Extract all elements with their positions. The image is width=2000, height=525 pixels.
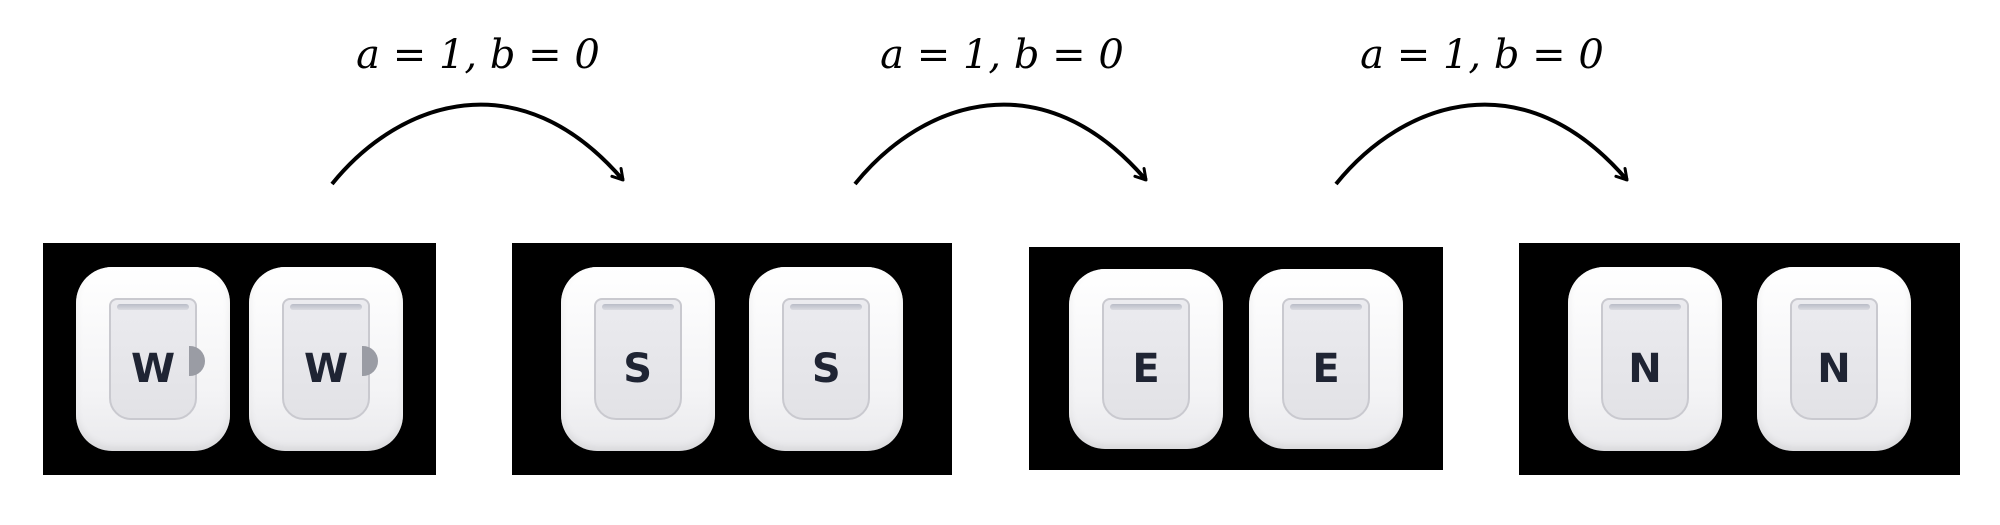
- tile-glyph: E: [1132, 345, 1160, 392]
- transition-arrow-1: [330, 102, 625, 186]
- tile-glyph: S: [811, 346, 841, 392]
- tile-face: N: [1601, 298, 1689, 420]
- state-panel-2: S S: [512, 243, 952, 475]
- half-circle-marker: [189, 346, 205, 377]
- tile-face: S: [593, 298, 682, 420]
- tile-glyph: E: [1312, 345, 1340, 392]
- tile-glyph: N: [1628, 346, 1662, 392]
- tile-face: W: [109, 298, 205, 420]
- tile-face: N: [1790, 298, 1878, 420]
- transition-label-3: a = 1, b = 0: [1360, 32, 1604, 78]
- tile: W: [249, 267, 403, 451]
- transition-arrow-3: [1334, 102, 1629, 186]
- tile-glyph: W: [303, 346, 349, 392]
- transition-label-1: a = 1, b = 0: [356, 32, 600, 78]
- tile: N: [1568, 267, 1722, 451]
- tile-face: W: [282, 298, 378, 420]
- tile-glyph: N: [1817, 346, 1851, 392]
- state-panel-4: N N: [1519, 243, 1960, 475]
- tile-face: E: [1102, 297, 1190, 420]
- tile-glyph: W: [130, 346, 176, 392]
- transition-label-2: a = 1, b = 0: [880, 32, 1124, 78]
- tile: W: [76, 267, 230, 451]
- state-panel-1: W W: [43, 243, 436, 475]
- tile: E: [1069, 268, 1223, 449]
- transition-arrow-2: [853, 102, 1148, 186]
- state-panel-3: E E: [1029, 247, 1443, 470]
- tile-face: S: [782, 298, 871, 420]
- tile: E: [1249, 268, 1403, 449]
- tile-face: E: [1282, 297, 1370, 420]
- tile: S: [560, 267, 715, 451]
- half-circle-marker: [362, 346, 378, 377]
- tile-glyph: S: [623, 346, 653, 392]
- tile: N: [1757, 267, 1911, 451]
- tile: S: [749, 267, 904, 451]
